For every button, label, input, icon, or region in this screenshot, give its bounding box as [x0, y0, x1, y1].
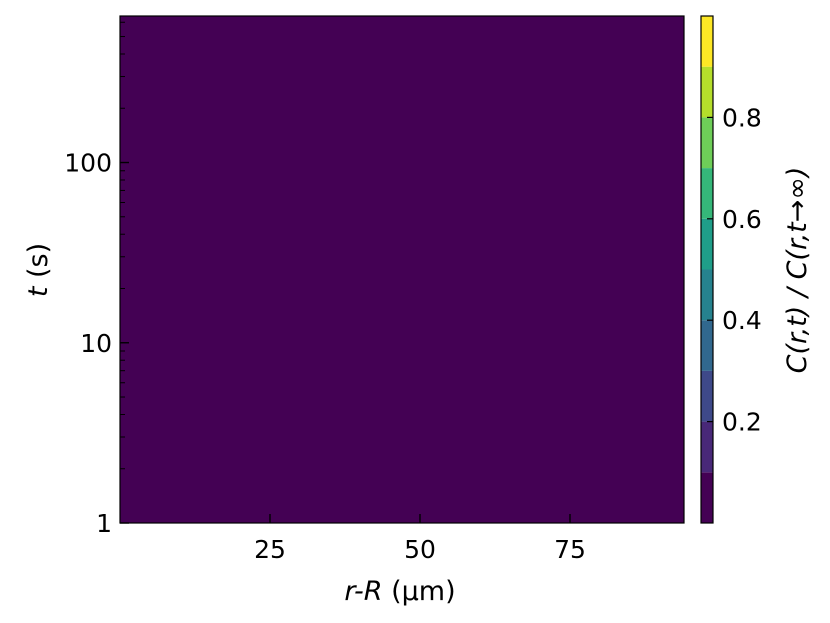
colorbar-segment: [701, 472, 713, 523]
colorbar: 0.2 0.4 0.6 0.8: [700, 15, 762, 524]
x-tick-label: 50: [404, 535, 436, 564]
colorbar-segment: [701, 269, 713, 321]
colorbar-label: C(r,t) / C(r,t→∞): [782, 167, 813, 374]
y-tick-label: 100: [64, 149, 112, 178]
contour-fills: [120, 16, 684, 523]
colorbar-segment: [701, 117, 713, 169]
colorbar-tick-label: 0.4: [722, 306, 762, 335]
colorbar-tick-label: 0.2: [722, 408, 762, 437]
colorbar-segment: [701, 168, 713, 219]
y-tick-label: 10: [80, 329, 112, 358]
plot-frame: [119, 15, 685, 524]
y-axis: 1 10 100: [64, 21, 129, 538]
x-tick-label: 25: [254, 535, 286, 564]
colorbar-segment: [701, 218, 713, 270]
y-tick-label: 1: [96, 509, 112, 538]
x-axis-label: r-R (µm): [344, 576, 455, 607]
x-tick-label: 75: [554, 535, 586, 564]
colorbar-segment: [701, 370, 713, 422]
colorbar-segment: [701, 16, 713, 67]
colorbar-tick-label: 0.6: [722, 205, 762, 234]
x-axis: 25 50 75: [254, 514, 586, 564]
colorbar-frame: [700, 15, 714, 524]
colorbar-segment: [701, 320, 713, 371]
colorbar-segment: [701, 421, 713, 473]
colorbar-tick-label: 0.8: [722, 103, 762, 132]
colorbar-segment: [701, 66, 713, 118]
contour-band: [120, 16, 684, 523]
y-axis-label: t (s): [23, 243, 54, 297]
